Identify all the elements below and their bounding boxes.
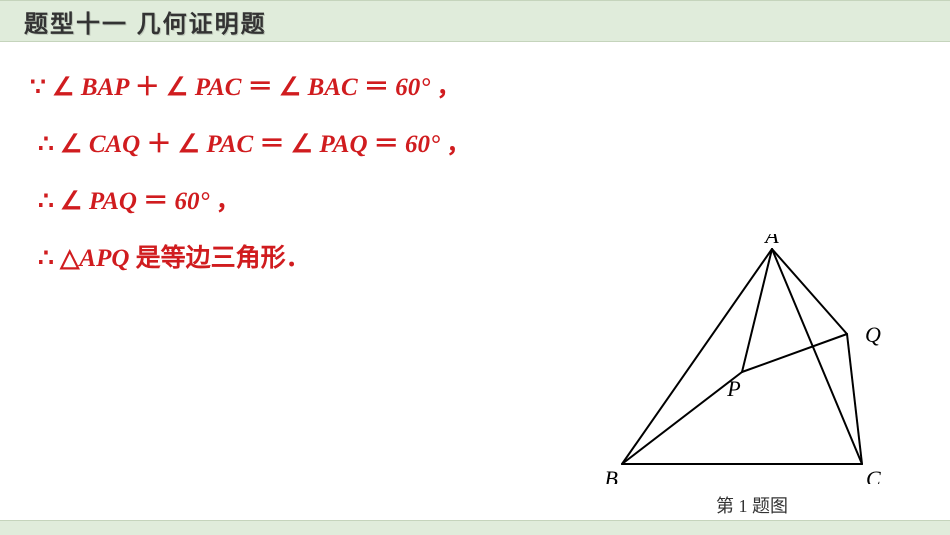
svg-text:P: P: [726, 376, 740, 401]
figure-caption: 第 1 题图: [602, 492, 902, 518]
svg-text:A: A: [763, 234, 779, 248]
content-area: ∵ ∠ BAP ＋ ∠ PAC ＝ ∠ BAC ＝ 60° ， ∴ ∠ CAQ …: [0, 42, 950, 276]
proof-line-2: ∴ ∠ CAQ ＋ ∠ PAC ＝ ∠ PAQ ＝ 60° ，: [30, 127, 920, 162]
proof-line-1: ∵ ∠ BAP ＋ ∠ PAC ＝ ∠ BAC ＝ 60° ，: [30, 70, 920, 105]
svg-text:C: C: [866, 466, 881, 484]
proof-line-3: ∴ ∠ PAQ ＝ 60° ，: [30, 184, 920, 219]
svg-text:B: B: [605, 466, 618, 484]
figure-box: A B C P Q 第 1 题图: [602, 234, 902, 518]
footer-bar: [0, 520, 950, 535]
geometry-figure: A B C P Q: [602, 234, 902, 484]
svg-text:Q: Q: [865, 322, 881, 347]
header-bar: 题型十一 几何证明题: [0, 0, 950, 42]
header-title: 题型十一 几何证明题: [24, 4, 267, 39]
